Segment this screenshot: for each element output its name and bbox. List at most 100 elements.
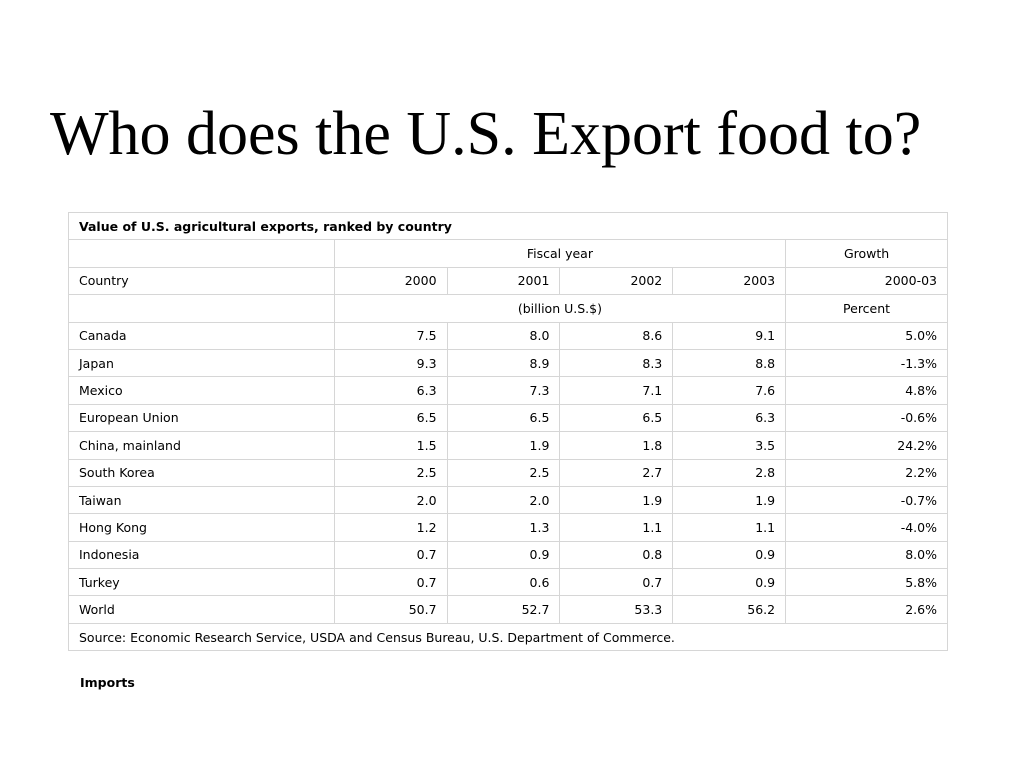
table-row: World 50.7 52.7 53.3 56.2 2.6%	[68, 595, 948, 624]
value-cell: 7.1	[559, 376, 674, 405]
country-column-header: Country	[68, 266, 335, 296]
growth-cell: -0.7%	[785, 485, 948, 515]
value-cell: 1.1	[559, 513, 674, 542]
table-row: Indonesia 0.7 0.9 0.8 0.9 8.0%	[68, 540, 948, 570]
value-cell: 8.6	[559, 321, 674, 350]
value-cell: 50.7	[333, 595, 448, 624]
value-cell: 8.0	[446, 321, 561, 350]
value-cell: 7.6	[672, 376, 787, 405]
table-row: Taiwan 2.0 2.0 1.9 1.9 -0.7%	[68, 485, 948, 515]
value-cell: 8.8	[672, 348, 787, 378]
value-cell: 53.3	[559, 595, 674, 624]
growth-units: Percent	[785, 294, 948, 323]
table-row: Canada 7.5 8.0 8.6 9.1 5.0%	[68, 321, 948, 350]
country-cell: China, mainland	[68, 431, 335, 460]
column-header-row: Country 2000 2001 2002 2003 2000-03	[68, 266, 948, 296]
country-cell: Canada	[68, 321, 335, 350]
value-cell: 0.8	[559, 540, 674, 570]
growth-cell: 8.0%	[785, 540, 948, 570]
value-cell: 2.5	[446, 458, 561, 487]
value-cell: 1.9	[559, 485, 674, 515]
growth-cell: 2.6%	[785, 595, 948, 624]
fiscal-year-header: Fiscal year	[333, 239, 787, 268]
value-cell: 0.7	[559, 568, 674, 597]
country-cell: Turkey	[68, 568, 335, 597]
growth-cell: 24.2%	[785, 431, 948, 460]
growth-cell: 4.8%	[785, 376, 948, 405]
country-cell: Taiwan	[68, 485, 335, 515]
growth-cell: -1.3%	[785, 348, 948, 378]
growth-header: Growth	[785, 239, 948, 268]
table-row: South Korea 2.5 2.5 2.7 2.8 2.2%	[68, 458, 948, 487]
growth-cell: -0.6%	[785, 403, 948, 433]
value-cell: 8.3	[559, 348, 674, 378]
value-cell: 1.9	[672, 485, 787, 515]
value-cell: 6.5	[446, 403, 561, 433]
table-row: Japan 9.3 8.9 8.3 8.8 -1.3%	[68, 348, 948, 378]
country-cell: Indonesia	[68, 540, 335, 570]
country-cell: World	[68, 595, 335, 624]
value-cell: 2.0	[446, 485, 561, 515]
slide-title: Who does the U.S. Export food to?	[50, 100, 922, 168]
growth-cell: -4.0%	[785, 513, 948, 542]
value-cell: 0.6	[446, 568, 561, 597]
value-cell: 1.8	[559, 431, 674, 460]
value-cell: 0.7	[333, 568, 448, 597]
value-cell: 2.5	[333, 458, 448, 487]
value-cell: 2.8	[672, 458, 787, 487]
value-cell: 2.0	[333, 485, 448, 515]
imports-label: Imports	[80, 675, 135, 690]
value-cell: 56.2	[672, 595, 787, 624]
table-caption: Value of U.S. agricultural exports, rank…	[68, 211, 948, 241]
country-cell: Mexico	[68, 376, 335, 405]
table-row: China, mainland 1.5 1.9 1.8 3.5 24.2%	[68, 431, 948, 460]
value-cell: 6.3	[333, 376, 448, 405]
growth-cell: 2.2%	[785, 458, 948, 487]
value-cell: 52.7	[446, 595, 561, 624]
value-cell: 8.9	[446, 348, 561, 378]
value-cell: 0.9	[672, 540, 787, 570]
year-column-header: 2002	[559, 266, 674, 296]
growth-period-header: 2000-03	[785, 266, 948, 296]
value-cell: 9.1	[672, 321, 787, 350]
growth-cell: 5.0%	[785, 321, 948, 350]
source-note: Source: Economic Research Service, USDA …	[68, 622, 948, 652]
value-cell: 6.5	[333, 403, 448, 433]
value-cell: 9.3	[333, 348, 448, 378]
country-cell: South Korea	[68, 458, 335, 487]
country-cell: European Union	[68, 403, 335, 433]
value-cell: 3.5	[672, 431, 787, 460]
country-cell: Japan	[68, 348, 335, 378]
agricultural-exports-table: Value of U.S. agricultural exports, rank…	[68, 211, 948, 652]
value-cell: 6.3	[672, 403, 787, 433]
value-cell: 0.7	[333, 540, 448, 570]
value-cell: 1.2	[333, 513, 448, 542]
value-cell: 0.9	[672, 568, 787, 597]
group-header-row: Fiscal year Growth	[68, 239, 948, 268]
value-cell: 1.9	[446, 431, 561, 460]
empty-header-cell	[68, 239, 335, 268]
value-cell: 6.5	[559, 403, 674, 433]
table-row: Mexico 6.3 7.3 7.1 7.6 4.8%	[68, 376, 948, 405]
value-cell: 0.9	[446, 540, 561, 570]
units-row: (billion U.S.$) Percent	[68, 294, 948, 323]
table-row: European Union 6.5 6.5 6.5 6.3 -0.6%	[68, 403, 948, 433]
empty-units-cell	[68, 294, 335, 323]
caption-row: Value of U.S. agricultural exports, rank…	[68, 211, 948, 241]
year-column-header: 2003	[672, 266, 787, 296]
value-cell: 1.3	[446, 513, 561, 542]
table-row: Turkey 0.7 0.6 0.7 0.9 5.8%	[68, 568, 948, 597]
value-cell: 1.1	[672, 513, 787, 542]
value-cell: 2.7	[559, 458, 674, 487]
country-cell: Hong Kong	[68, 513, 335, 542]
year-column-header: 2001	[446, 266, 561, 296]
growth-cell: 5.8%	[785, 568, 948, 597]
source-row: Source: Economic Research Service, USDA …	[68, 622, 948, 652]
value-cell: 1.5	[333, 431, 448, 460]
value-cell: 7.5	[333, 321, 448, 350]
value-units: (billion U.S.$)	[333, 294, 787, 323]
year-column-header: 2000	[333, 266, 448, 296]
value-cell: 7.3	[446, 376, 561, 405]
table-row: Hong Kong 1.2 1.3 1.1 1.1 -4.0%	[68, 513, 948, 542]
